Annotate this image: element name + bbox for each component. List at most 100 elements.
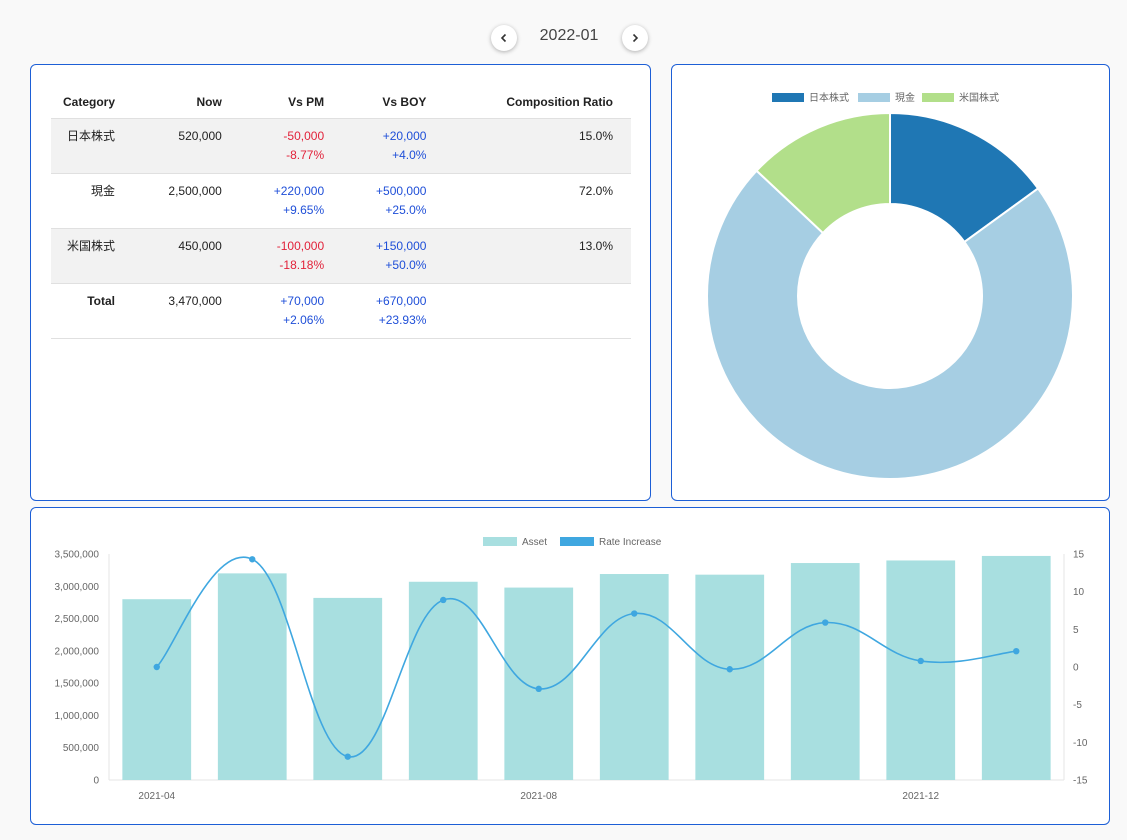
right-axis-tick-label: -15 [1073, 776, 1088, 787]
legend-item: 日本株式 [772, 91, 849, 104]
asset-bar [408, 581, 478, 780]
cell-composition-ratio [444, 283, 631, 339]
table-row: 米国株式 450,000 -100,000 -18.18% +150,000 +… [51, 228, 631, 284]
asset-bar [695, 574, 765, 780]
cell-now: 3,470,000 [133, 283, 240, 339]
column-header-now[interactable]: Now [196, 94, 222, 109]
vs-pm-value: -50,000 [283, 129, 325, 143]
left-axis-tick-label: 500,000 [63, 743, 100, 754]
vs-boy-percent: +25.0% [385, 203, 427, 217]
left-axis-tick-label: 0 [93, 776, 99, 787]
cell-now: 450,000 [133, 228, 240, 284]
rate-increase-point [153, 663, 160, 671]
table-row: 現金 2,500,000 +220,000 +9.65% +500,000 +2… [51, 173, 631, 229]
legend-label: 米国株式 [959, 91, 999, 104]
asset-bar [313, 597, 383, 780]
vs-boy-value: +670,000 [376, 294, 427, 308]
asset-history-chart-card: Asset Rate Increase 3,500,000 3,000,000 2,50… [30, 507, 1110, 825]
legend-swatch [922, 93, 954, 102]
vs-boy-value: +150,000 [376, 239, 427, 253]
left-axis-tick-label: 2,500,000 [55, 614, 100, 625]
rate-increase-point [249, 556, 256, 563]
right-axis-tick-label: 0 [1073, 663, 1079, 674]
table-header-row: Category Now Vs PM Vs BOY Composition Ra… [51, 85, 631, 119]
legend-item: 米国株式 [922, 91, 999, 104]
right-axis-tick-label: -10 [1073, 738, 1088, 749]
vs-pm-percent: -18.18% [279, 258, 325, 272]
rate-increase-point [440, 596, 447, 604]
column-header-category[interactable]: Category [62, 94, 115, 109]
legend-swatch [858, 93, 890, 102]
x-axis-tick-label: 2021-04 [138, 791, 175, 802]
vs-boy-value: +20,000 [382, 129, 427, 143]
legend-swatch [560, 537, 594, 546]
previous-month-button[interactable] [491, 25, 517, 51]
donut-slice [706, 169, 1074, 480]
rate-increase-point [631, 610, 638, 617]
donut-slice [755, 111, 891, 235]
chevron-left-icon [500, 33, 507, 43]
summary-table: Category Now Vs PM Vs BOY Composition Ra… [51, 85, 631, 339]
vs-pm-value: -100,000 [276, 239, 325, 253]
asset-bar [886, 560, 956, 780]
left-axis-tick-label: 2,000,000 [55, 646, 100, 657]
cell-category: Total [51, 283, 133, 339]
rate-increase-point [726, 666, 733, 673]
month-navigator: 2022-01 [0, 24, 1127, 54]
cell-composition-ratio: 15.0% [444, 118, 631, 174]
current-month: 2022-01 [539, 27, 599, 44]
vs-pm-percent: +9.65% [283, 203, 325, 217]
composition-donut-chart: 日本株式 現金 米国株式 [706, 91, 1074, 480]
cell-vs-pm: +70,000 +2.06% [239, 283, 343, 339]
right-axis-tick-label: -5 [1073, 700, 1082, 711]
column-header-composition-ratio[interactable]: Composition Ratio [506, 94, 613, 109]
cell-category: 現金 [51, 173, 133, 229]
cell-category: 日本株式 [51, 118, 133, 174]
vs-boy-percent: +50.0% [385, 258, 427, 272]
summary-table-card: Category Now Vs PM Vs BOY Composition Ra… [30, 64, 651, 501]
asset-bar [504, 587, 574, 780]
left-axis-tick-label: 3,500,000 [55, 550, 100, 561]
rate-increase-point [822, 619, 829, 626]
table-row-total: Total 3,470,000 +70,000 +2.06% +670,000 … [51, 283, 631, 339]
donut-slice [889, 111, 1040, 244]
vs-pm-percent: -8.77% [286, 148, 325, 162]
asset-bar [599, 574, 669, 780]
vs-pm-value: +220,000 [273, 184, 325, 198]
cell-vs-boy: +150,000 +50.0% [342, 228, 445, 284]
legend-label: Rate Increase [599, 537, 662, 548]
left-axis-tick-label: 1,500,000 [55, 679, 100, 690]
cell-vs-pm: +220,000 +9.65% [239, 173, 343, 229]
legend-item: Rate Increase [560, 537, 662, 548]
legend-label: 現金 [895, 91, 915, 104]
next-month-button[interactable] [622, 25, 648, 51]
composition-chart-card: 日本株式 現金 米国株式 [671, 64, 1110, 501]
chevron-right-icon [632, 33, 639, 43]
cell-category: 米国株式 [51, 228, 133, 284]
rate-increase-point [344, 753, 351, 760]
right-axis-tick-label: 10 [1073, 587, 1085, 598]
legend-swatch [772, 93, 804, 102]
x-axis-tick-label: 2021-12 [902, 791, 939, 802]
column-header-vs-boy[interactable]: Vs BOY [382, 94, 427, 109]
left-axis-tick-label: 3,000,000 [55, 582, 100, 593]
legend-label: 日本株式 [809, 91, 849, 104]
legend-item: Asset [483, 537, 547, 548]
legend-swatch [483, 537, 517, 546]
right-axis-tick-label: 5 [1073, 625, 1079, 636]
cell-vs-boy: +20,000 +4.0% [342, 118, 445, 174]
table-row: 日本株式 520,000 -50,000 -8.77% +20,000 +4.0… [51, 118, 631, 174]
right-axis-tick-label: 15 [1073, 550, 1085, 561]
asset-history-chart: Asset Rate Increase 3,500,000 3,000,000 2,50… [55, 537, 1088, 802]
cell-now: 520,000 [133, 118, 240, 174]
cell-vs-pm: -100,000 -18.18% [239, 228, 343, 284]
asset-bar [981, 555, 1051, 780]
vs-boy-percent: +23.93% [378, 313, 427, 327]
column-header-vs-pm[interactable]: Vs PM [288, 94, 325, 109]
vs-pm-percent: +2.06% [283, 313, 325, 327]
asset-bar [790, 563, 860, 780]
vs-pm-value: +70,000 [280, 294, 325, 308]
legend-label: Asset [522, 537, 547, 548]
rate-increase-point [535, 685, 542, 693]
left-axis-tick-label: 1,000,000 [55, 711, 100, 722]
